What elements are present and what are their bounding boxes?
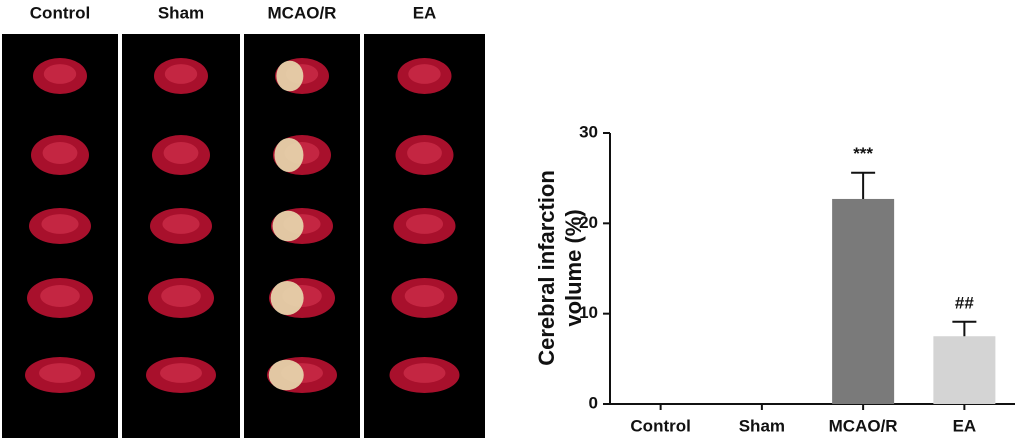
brain-slice-highlight	[408, 64, 441, 84]
y-tick-label: 0	[589, 393, 598, 412]
brain-slice-highlight	[407, 142, 442, 164]
y-axis-label-line: Cerebral infarction	[534, 170, 559, 366]
x-tick-label: EA	[953, 416, 977, 435]
error-bar	[851, 171, 876, 199]
x-tick-label: Control	[630, 416, 690, 435]
brain-slice-highlight	[404, 285, 445, 307]
x-tick-label: MCAO/R	[829, 416, 898, 435]
bar	[832, 198, 895, 404]
brain-slice-highlight	[160, 363, 202, 383]
brain-slice-highlight	[162, 214, 200, 234]
column-header: MCAO/R	[268, 3, 337, 22]
infarct-area	[272, 210, 304, 242]
significance-label: ##	[955, 293, 974, 312]
y-tick-label: 30	[579, 122, 598, 141]
bar-chart: Cerebral infarctionvolume (%) 0 10 20 30 Cont…	[534, 122, 1015, 435]
brain-slice-highlight	[42, 142, 78, 164]
significance-label: ***	[853, 144, 873, 163]
brain-slice-highlight	[40, 285, 80, 307]
error-bar	[952, 320, 977, 337]
y-axis-label-line: volume (%)	[561, 209, 586, 326]
brain-slice-highlight	[41, 214, 79, 234]
infarct-area	[268, 359, 304, 391]
brain-slice-highlight	[405, 214, 444, 234]
column-header: Sham	[158, 3, 204, 22]
y-tick-label: 10	[579, 303, 598, 322]
infarct-area	[274, 138, 304, 172]
brain-slice-highlight	[163, 142, 199, 164]
column-header: Control	[30, 3, 90, 22]
y-axis-label: Cerebral infarctionvolume (%)	[534, 170, 586, 366]
brain-slice-highlight	[39, 363, 81, 383]
brain-slice-panel: Control Sham MCAO/R EA	[2, 3, 485, 438]
y-tick-label: 20	[579, 213, 598, 232]
infarct-area	[270, 281, 304, 315]
bar	[933, 336, 996, 404]
brain-slice-highlight	[161, 285, 201, 307]
brain-slice-highlight	[43, 64, 77, 84]
brain-slice-highlight	[164, 64, 198, 84]
infarct-area	[276, 60, 304, 92]
column-header: EA	[413, 3, 437, 22]
x-tick-label: Sham	[739, 416, 785, 435]
brain-slice-highlight	[403, 363, 446, 383]
